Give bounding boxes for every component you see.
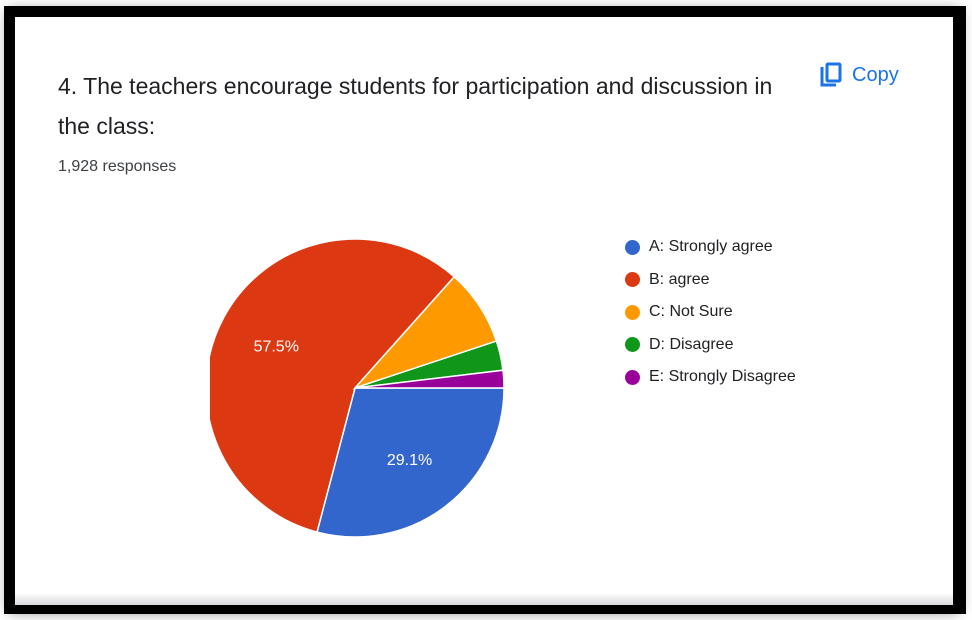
slice-label: 29.1% xyxy=(387,452,432,469)
pie-slice xyxy=(354,369,505,389)
legend-label: D: Disagree xyxy=(649,335,734,353)
pie-slice xyxy=(316,387,505,538)
chart-card: 4. The teachers encourage students for p… xyxy=(15,17,953,605)
legend-item: C: Not Sure xyxy=(625,296,796,329)
legend-item: B: agree xyxy=(625,264,796,297)
legend-swatch xyxy=(625,369,640,385)
legend-item: D: Disagree xyxy=(625,329,796,362)
legend-swatch xyxy=(625,272,640,288)
copy-icon xyxy=(820,62,842,88)
legend: A: Strongly agree B: agree C: Not Sure D: D… xyxy=(625,231,796,394)
pie-slice xyxy=(210,238,456,534)
slice-label: 57.5% xyxy=(254,339,299,356)
copy-button[interactable]: Copy xyxy=(820,62,899,88)
legend-swatch xyxy=(625,337,640,353)
question-title: 4. The teachers encourage students for p… xyxy=(58,73,773,139)
legend-label: E: Strongly Disagree xyxy=(649,368,796,386)
card-bottom-shade xyxy=(15,593,953,605)
legend-swatch xyxy=(625,239,640,255)
pie-chart: 29.1% 57.5% xyxy=(210,238,505,538)
legend-label: A: Strongly agree xyxy=(649,238,773,256)
legend-label: B: agree xyxy=(649,270,710,288)
copy-label: Copy xyxy=(852,63,899,86)
legend-label: C: Not Sure xyxy=(649,303,733,321)
legend-item: E: Strongly Disagree xyxy=(625,361,796,394)
legend-item: A: Strongly agree xyxy=(625,231,796,264)
legend-swatch xyxy=(625,304,640,320)
response-count: 1,928 responses xyxy=(58,158,177,175)
